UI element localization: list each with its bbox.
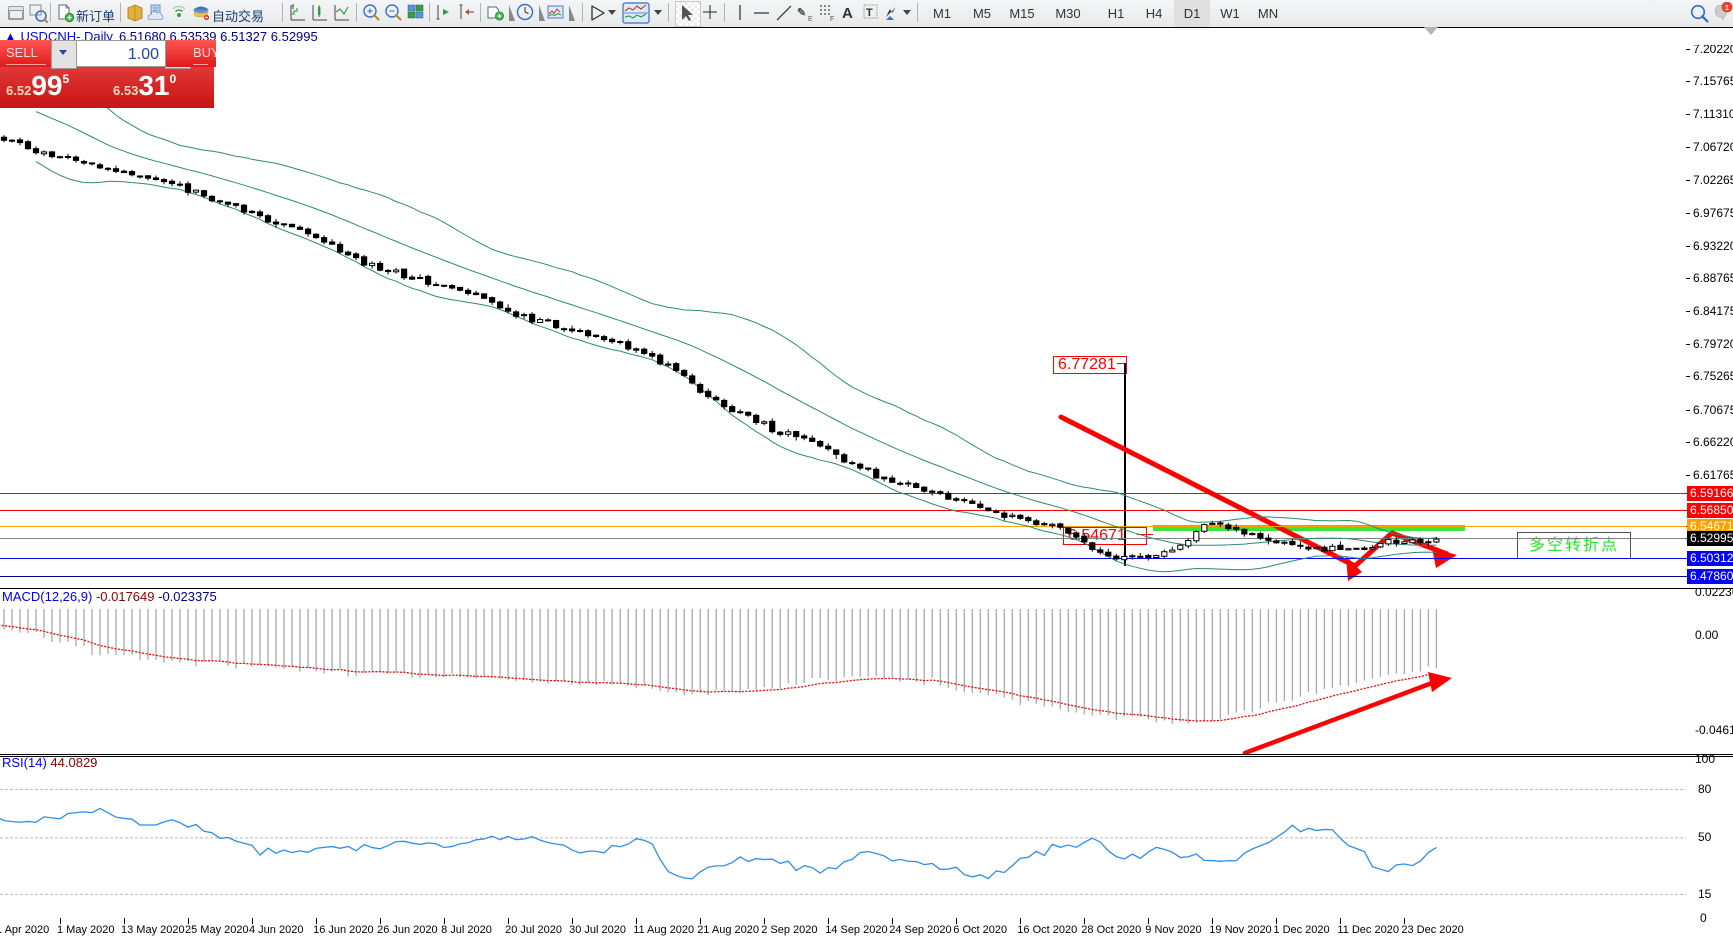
svg-text:A: A — [842, 5, 853, 22]
svg-text:F: F — [830, 16, 834, 23]
svg-text:T: T — [866, 7, 873, 19]
svg-text:E: E — [808, 16, 813, 23]
svg-text:1: 1 — [1725, 5, 1729, 12]
svg-text:✎: ✎ — [797, 7, 806, 19]
